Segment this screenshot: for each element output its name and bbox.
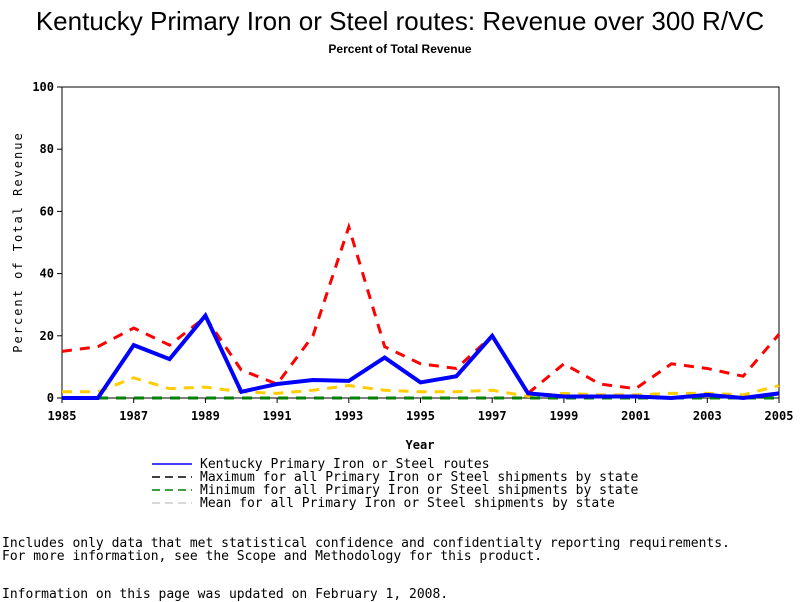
y-tick-label: 60 (40, 204, 54, 218)
chart-title: Kentucky Primary Iron or Steel routes: R… (35, 6, 765, 36)
legend-label: Kentucky Primary Iron or Steel routes (200, 457, 490, 472)
legend-label: Mean for all Primary Iron or Steel shipm… (200, 496, 615, 511)
note-updated: Information on this page was updated on … (2, 587, 449, 602)
x-tick-label: 1985 (48, 409, 77, 423)
y-tick-label: 80 (40, 142, 54, 156)
x-tick-label: 1991 (263, 409, 292, 423)
y-tick-label: 0 (47, 391, 54, 405)
y-tick-label: 100 (32, 80, 54, 94)
x-tick-label: 1997 (478, 409, 507, 423)
x-tick-label: 1987 (119, 409, 148, 423)
y-tick-label: 40 (40, 267, 54, 281)
y-tick-label: 20 (40, 329, 54, 343)
chart-subtitle: Percent of Total Revenue (328, 42, 472, 56)
note-confidence: Includes only data that met statistical … (2, 536, 730, 551)
series-line-1 (61, 221, 781, 396)
plot-frame (61, 86, 780, 399)
x-tick-label: 2003 (693, 409, 722, 423)
legend-label: Minimum for all Primary Iron or Steel sh… (200, 483, 638, 498)
series-line-3 (62, 376, 780, 398)
legend-label: Maximum for all Primary Iron or Steel sh… (200, 470, 638, 485)
x-tick-label: 1999 (549, 409, 578, 423)
x-tick-label: 2001 (621, 409, 650, 423)
x-axis-label: Year (406, 438, 435, 452)
x-tick-label: 2005 (765, 409, 794, 423)
x-tick-label: 1995 (406, 409, 435, 423)
series-line-0 (62, 311, 780, 401)
x-tick-label: 1989 (191, 409, 220, 423)
y-axis-label: Percent of Total Revenue (11, 131, 25, 352)
x-tick-label: 1993 (334, 409, 363, 423)
note-methodology: For more information, see the Scope and … (2, 549, 543, 564)
